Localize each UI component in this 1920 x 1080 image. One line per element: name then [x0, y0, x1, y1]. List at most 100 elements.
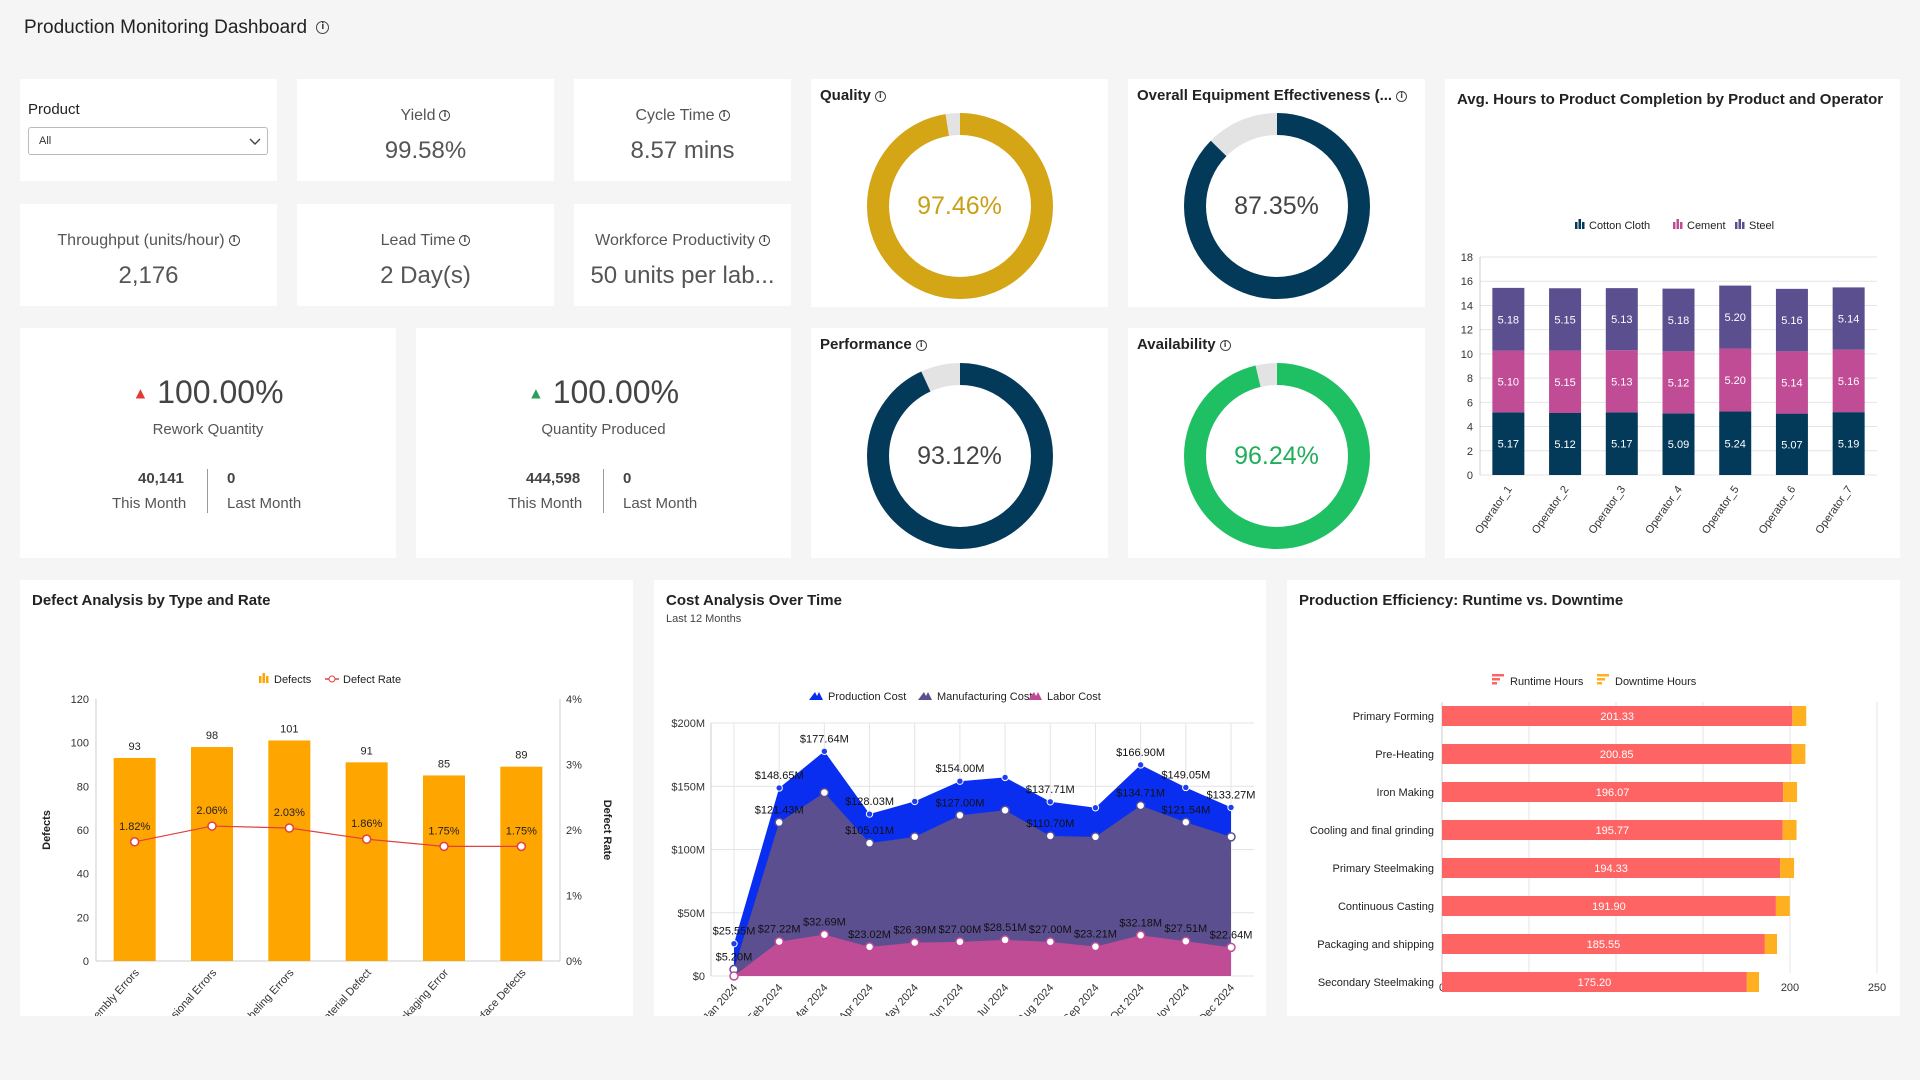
divider [207, 469, 208, 513]
data-point [1227, 803, 1235, 812]
y-tick-label: 6 [1467, 397, 1473, 409]
bar-runtime [1442, 744, 1792, 764]
data-label: 201.33 [1600, 711, 1634, 723]
data-label: 5.16 [1838, 376, 1859, 388]
data-label: $22.64M [1210, 929, 1253, 941]
bar-segment [1492, 350, 1525, 413]
gauge-performance [867, 363, 1053, 549]
data-label: $137.71M [1026, 784, 1075, 796]
bar-runtime [1442, 972, 1747, 992]
x-tick-label: May 2024 [880, 982, 921, 1016]
info-icon[interactable]: i [915, 339, 927, 351]
kpi-workforce-value: 50 units per lab... [590, 262, 775, 289]
data-label: 98 [206, 730, 218, 742]
data-label: 5.18 [1668, 315, 1689, 327]
legend-label: Steel [1749, 220, 1774, 232]
legend-item: Defects [259, 673, 312, 686]
x-tick-label: Operator_1 [1473, 484, 1515, 536]
gauge-quality-card: Quality i 97.46% [811, 79, 1108, 307]
info-icon[interactable]: i [439, 110, 451, 122]
info-icon[interactable]: i [758, 235, 770, 247]
y-tick-label: $150M [671, 781, 705, 793]
x-tick-label: Assembly Errors [79, 967, 142, 1016]
legend-swatch [259, 676, 262, 683]
bar-downtime [1792, 706, 1807, 726]
info-icon[interactable]: i [316, 21, 330, 35]
data-label: 5.13 [1611, 314, 1632, 326]
y-tick-label: Iron Making [1377, 787, 1434, 799]
data-label: $105.01M [845, 825, 894, 837]
rate-label: 2.03% [274, 807, 305, 819]
data-point [1181, 936, 1191, 946]
kpi-throughput-value: 2,176 [118, 262, 179, 289]
kpi-yield: Yield i 99.58% [297, 79, 554, 181]
legend-swatch [1673, 222, 1676, 229]
data-label: 185.55 [1587, 939, 1621, 951]
data-label: $23.02M [848, 929, 891, 941]
bar-downtime [1782, 820, 1797, 840]
x-tick-label: Jun 2024 [927, 982, 966, 1016]
gauge-availability-card: Availability i 96.24% [1128, 328, 1425, 558]
legend-item: Cement [1673, 219, 1726, 232]
info-icon[interactable]: i [1396, 90, 1408, 102]
info-icon[interactable]: i [459, 235, 471, 247]
defect-chart: Defects Defect Rate 0 20 40 60 80 100 120 0% 1% 2% 3… [41, 673, 613, 1016]
y-tick-label: 14 [1461, 300, 1473, 312]
product-select[interactable]: All [28, 127, 268, 155]
data-label: $32.18M [1119, 917, 1162, 929]
kpi-throughput-title: Throughput (units/hour) [57, 232, 225, 249]
bar-segment [1719, 285, 1752, 349]
area-labor-cost [734, 934, 1231, 976]
gauge-availability-title: Availability [1137, 336, 1216, 353]
legend-swatch [1578, 219, 1581, 229]
data-label: $154.00M [935, 763, 984, 775]
kpi-cycle-time-value: 8.57 mins [630, 137, 735, 164]
defect-chart-card: Defect Analysis by Type and Rate Defects… [20, 580, 633, 1016]
rate-point [439, 841, 449, 852]
runtime-chart-title: Production Efficiency: Runtime vs. Downt… [1299, 592, 1624, 609]
info-icon[interactable]: i [718, 110, 730, 122]
data-label: $148.65M [755, 770, 804, 782]
y-tick-label: 0 [1467, 470, 1473, 482]
info-icon[interactable]: i [1219, 339, 1231, 351]
bar-downtime [1791, 744, 1806, 764]
rate-label: 1.75% [428, 825, 459, 837]
data-label: 89 [515, 750, 527, 762]
bar [345, 762, 388, 961]
data-point [956, 777, 964, 785]
data-label: 85 [438, 758, 450, 770]
bar [423, 775, 465, 961]
gauge-oee-card: Overall Equipment Effectiveness (... i 87… [1128, 79, 1425, 307]
bar-downtime [1780, 858, 1795, 878]
gauge-fill-arc [867, 363, 1053, 549]
y-tick-label: 60 [77, 825, 89, 837]
data-point [774, 936, 784, 947]
data-point [1226, 942, 1236, 953]
bar-segment [1605, 350, 1638, 413]
info-icon[interactable]: i [228, 235, 240, 247]
data-point [1001, 773, 1009, 782]
bar-segment [1719, 348, 1752, 412]
gauge-oee-value: 87.35% [1234, 192, 1319, 220]
y2-axis-title: Defect Rate [601, 800, 613, 861]
y-tick-label: 8 [1467, 373, 1473, 385]
bar-segment [1832, 287, 1865, 350]
y2-tick-label: 1% [566, 891, 582, 903]
data-point [775, 784, 783, 792]
rate-label: 2.06% [196, 805, 227, 817]
x-tick-label: Material Defect [315, 967, 373, 1016]
info-icon[interactable]: i [874, 90, 886, 102]
legend-swatch [1597, 674, 1609, 677]
x-tick-label: Oct 2024 [1108, 982, 1147, 1016]
x-tick-label: Operator_3 [1586, 484, 1628, 536]
gauge-fill-arc [1184, 113, 1370, 299]
x-tick-label: Labeling Errors [238, 967, 297, 1016]
legend-label: Cotton Cloth [1589, 220, 1650, 232]
rate-point [516, 841, 527, 852]
produced-percent: 100.00% [552, 374, 680, 410]
bar-runtime [1442, 706, 1793, 726]
data-point [865, 810, 874, 818]
y-tick-label: 20 [77, 912, 89, 924]
data-label: $32.69M [803, 917, 846, 929]
